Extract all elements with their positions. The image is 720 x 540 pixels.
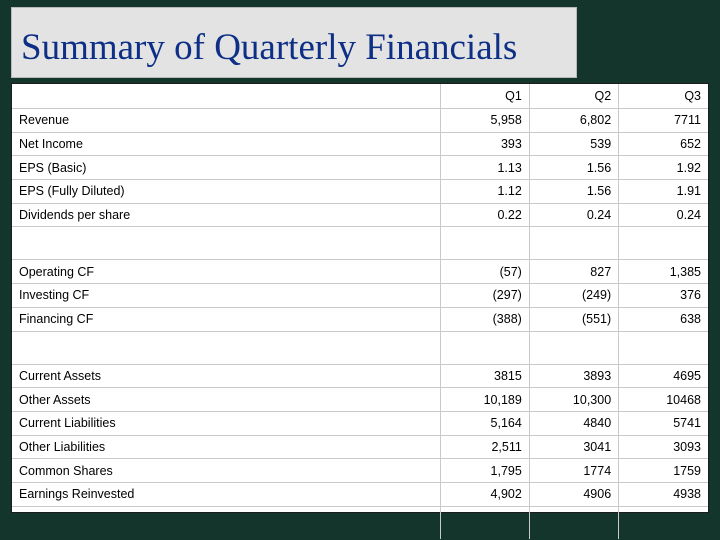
empty-cell: [12, 505, 441, 539]
empty-cell: [528, 330, 620, 365]
header-label-cell: [12, 84, 441, 109]
value-cell-q1: 0.22: [439, 202, 530, 228]
empty-cell: [439, 330, 530, 365]
table-row: Other Assets 10,189 10,300 10468: [12, 387, 708, 412]
table-row: EPS (Basic) 1.13 1.56 1.92: [12, 155, 708, 181]
page-title: Summary of Quarterly Financials: [21, 27, 518, 68]
financials-table-body: Q1 Q2 Q3 Revenue 5,958 6,802 7711 Net Income…: [12, 84, 708, 539]
value-cell-q3: 1,385: [618, 259, 708, 285]
table-row: EPS (Fully Diluted) 1.12 1.56 1.91: [12, 179, 708, 204]
value-cell-q2: 0.24: [528, 202, 620, 228]
value-cell-q3: 4695: [618, 363, 708, 389]
financials-table: Q1 Q2 Q3 Revenue 5,958 6,802 7711 Net Income…: [12, 84, 708, 539]
value-cell-q1: 5,164: [439, 410, 530, 436]
value-cell-q3: 1759: [618, 458, 708, 483]
row-label: Revenue: [12, 108, 441, 133]
row-label: Operating CF: [12, 259, 441, 285]
row-label: Other Liabilities: [12, 434, 441, 460]
empty-cell: [439, 505, 530, 539]
table-row: Current Assets 3815 3893 4695: [12, 363, 708, 389]
value-cell-q3: 652: [618, 131, 708, 157]
value-cell-q1: 3815: [439, 363, 530, 389]
row-label: Investing CF: [12, 283, 441, 308]
spacer-row: [12, 226, 708, 261]
value-cell-q2: (249): [528, 283, 620, 308]
title-box: Summary of Quarterly Financials: [11, 7, 577, 78]
value-cell-q2: 4840: [528, 410, 620, 436]
value-cell-q2: 3041: [528, 434, 620, 460]
row-label: Earnings Reinvested: [12, 481, 441, 507]
spacer-row: [12, 330, 708, 365]
value-cell-q3: 638: [618, 306, 708, 332]
value-cell-q1: (297): [439, 283, 530, 308]
value-cell-q1: 10,189: [439, 387, 530, 412]
empty-cell: [618, 505, 708, 539]
empty-cell: [618, 226, 708, 261]
table-row: Common Shares 1,795 1774 1759: [12, 458, 708, 483]
value-cell-q2: (551): [528, 306, 620, 332]
table-row: Investing CF (297) (249) 376: [12, 283, 708, 308]
financials-table-container: Q1 Q2 Q3 Revenue 5,958 6,802 7711 Net Income…: [11, 83, 709, 539]
empty-cell: [618, 330, 708, 365]
value-cell-q3: 5741: [618, 410, 708, 436]
value-cell-q1: 1.13: [439, 155, 530, 181]
table-row: Current Liabilities 5,164 4840 5741: [12, 410, 708, 436]
value-cell-q3: 4938: [618, 481, 708, 507]
empty-cell: [12, 226, 441, 261]
row-label: Current Assets: [12, 363, 441, 389]
table-row: Dividends per share 0.22 0.24 0.24: [12, 202, 708, 228]
row-label: Common Shares: [12, 458, 441, 483]
table-row: Net Income 393 539 652: [12, 131, 708, 157]
table-row: Earnings Reinvested 4,902 4906 4938: [12, 481, 708, 507]
row-label: Financing CF: [12, 306, 441, 332]
value-cell-q1: 393: [439, 131, 530, 157]
empty-cell: [439, 226, 530, 261]
table-row: Operating CF (57) 827 1,385: [12, 259, 708, 285]
value-cell-q1: 5,958: [439, 108, 530, 133]
value-cell-q3: 1.92: [618, 155, 708, 181]
header-row: Q1 Q2 Q3: [12, 84, 708, 109]
row-label: Net Income: [12, 131, 441, 157]
value-cell-q2: 827: [528, 259, 620, 285]
value-cell-q2: 539: [528, 131, 620, 157]
value-cell-q2: 4906: [528, 481, 620, 507]
value-cell-q1: 1.12: [439, 179, 530, 204]
row-label: Dividends per share: [12, 202, 441, 228]
value-cell-q3: 3093: [618, 434, 708, 460]
value-cell-q2: 3893: [528, 363, 620, 389]
empty-cell: [528, 226, 620, 261]
value-cell-q3: 0.24: [618, 202, 708, 228]
row-label: Current Liabilities: [12, 410, 441, 436]
table-row: Revenue 5,958 6,802 7711: [12, 108, 708, 133]
row-label: Other Assets: [12, 387, 441, 412]
spacer-row: [12, 505, 708, 539]
value-cell-q2: 10,300: [528, 387, 620, 412]
value-cell-q3: 1.91: [618, 179, 708, 204]
value-cell-q1: (57): [439, 259, 530, 285]
empty-cell: [12, 330, 441, 365]
value-cell-q1: (388): [439, 306, 530, 332]
value-cell-q1: 2,511: [439, 434, 530, 460]
value-cell-q2: 1774: [528, 458, 620, 483]
value-cell-q1: 1,795: [439, 458, 530, 483]
table-row: Other Liabilities 2,511 3041 3093: [12, 434, 708, 460]
empty-cell: [528, 505, 620, 539]
column-header-q1: Q1: [439, 84, 530, 109]
value-cell-q3: 7711: [618, 108, 708, 133]
row-label: EPS (Basic): [12, 155, 441, 181]
value-cell-q2: 6,802: [528, 108, 620, 133]
value-cell-q1: 4,902: [439, 481, 530, 507]
column-header-q3: Q3: [618, 84, 708, 109]
value-cell-q3: 10468: [618, 387, 708, 412]
table-row: Financing CF (388) (551) 638: [12, 306, 708, 332]
value-cell-q2: 1.56: [528, 155, 620, 181]
column-header-q2: Q2: [528, 84, 620, 109]
value-cell-q3: 376: [618, 283, 708, 308]
value-cell-q2: 1.56: [528, 179, 620, 204]
row-label: EPS (Fully Diluted): [12, 179, 441, 204]
